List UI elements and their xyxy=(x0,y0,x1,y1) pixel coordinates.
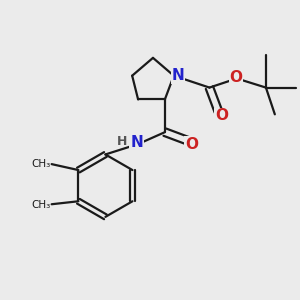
Text: H: H xyxy=(117,135,127,148)
Text: O: O xyxy=(185,136,198,152)
Text: O: O xyxy=(230,70,243,85)
Text: CH₃: CH₃ xyxy=(31,200,50,210)
Text: CH₃: CH₃ xyxy=(31,158,50,169)
Text: N: N xyxy=(172,68,184,83)
Text: N: N xyxy=(130,135,143,150)
Text: O: O xyxy=(215,108,228,123)
